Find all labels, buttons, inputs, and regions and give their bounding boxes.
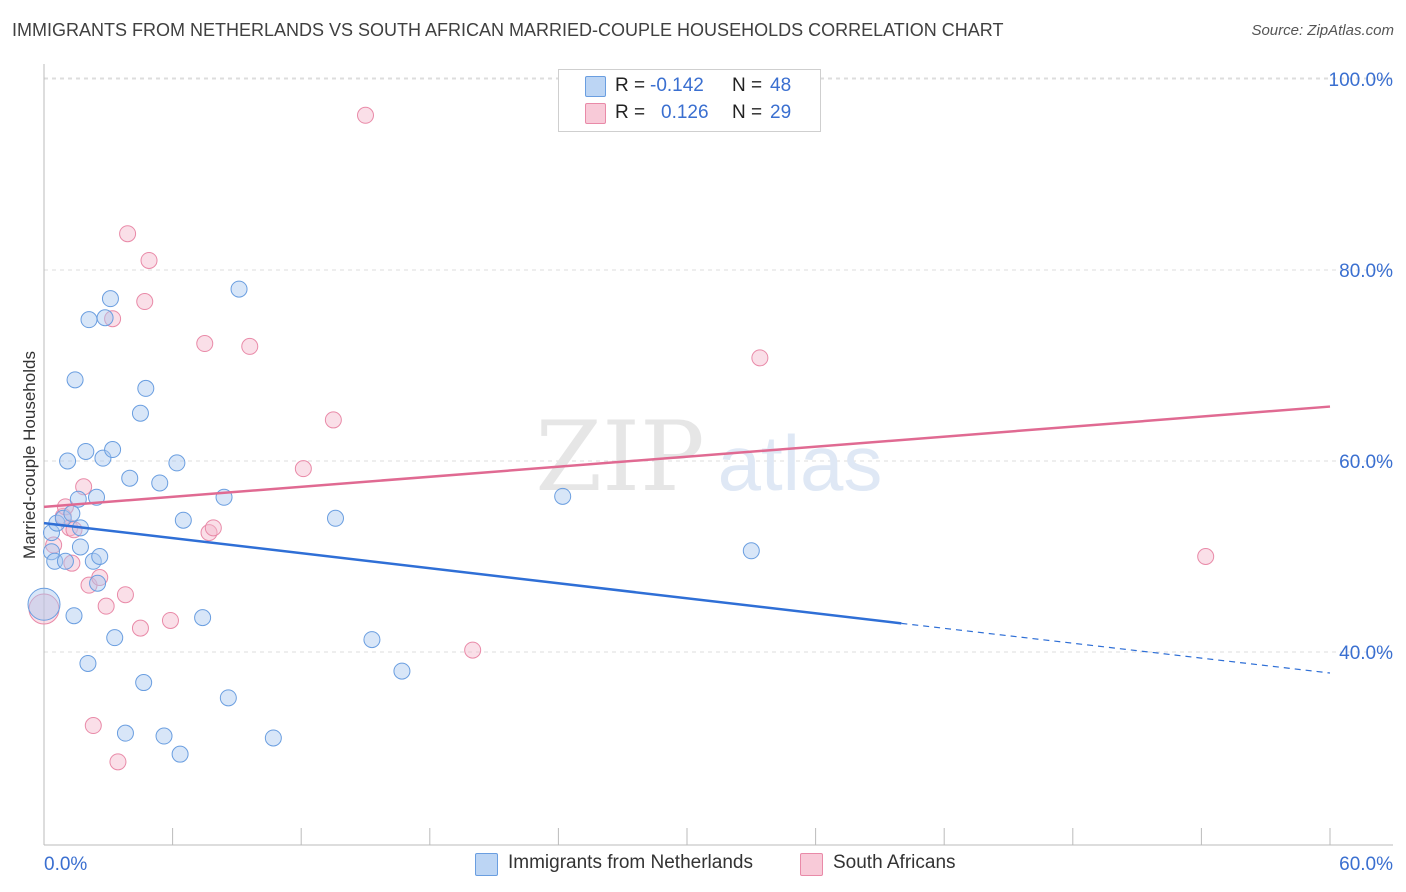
source-label: Source: ZipAtlas.com [1251, 22, 1394, 39]
data-point-south-africans [161, 611, 179, 629]
x-tick-label: 0.0% [44, 854, 87, 875]
data-point-south-africans [464, 641, 482, 659]
trend-line-south-africans [43, 405, 1331, 509]
data-point-south-africans [751, 349, 769, 367]
data-point-south-africans [241, 337, 259, 355]
netherlands-points [27, 280, 760, 763]
south-africans-points [28, 106, 1215, 771]
data-point-netherlands [77, 442, 95, 460]
data-point-netherlands [168, 454, 186, 472]
legend-n-label: N = [732, 75, 763, 96]
data-point-netherlands [65, 607, 83, 625]
data-point-south-africans [84, 717, 102, 735]
data-point-netherlands [66, 371, 84, 389]
data-point-netherlands [219, 689, 237, 707]
data-point-south-africans [63, 554, 81, 572]
data-point-south-africans [97, 597, 115, 615]
y-tick-label: 100.0% [1329, 70, 1394, 91]
data-point-netherlands [59, 452, 77, 470]
watermark: ZIP atlas [535, 401, 882, 513]
data-point-netherlands [79, 654, 97, 672]
data-point-netherlands [106, 629, 124, 647]
data-point-netherlands [155, 727, 173, 745]
data-point-netherlands [89, 574, 107, 592]
data-point-netherlands [101, 290, 119, 308]
legend-swatch-south-africans [585, 103, 606, 124]
trend-lines [43, 405, 1331, 674]
data-point-south-africans [109, 753, 127, 771]
data-point-netherlands [194, 609, 212, 627]
legend-r-value: 0.126 [661, 102, 709, 123]
data-point-netherlands [174, 511, 192, 529]
x-tick-label: 60.0% [1339, 854, 1393, 875]
trend-line-netherlands-extension [901, 622, 1331, 674]
data-point-netherlands [80, 311, 98, 329]
legend-label-netherlands: Immigrants from Netherlands [508, 852, 753, 873]
watermark-atlas: atlas [718, 419, 883, 507]
data-point-netherlands [56, 552, 74, 570]
data-point-netherlands [326, 509, 344, 527]
legend-n-value: 29 [770, 102, 792, 123]
data-point-netherlands [96, 309, 114, 327]
data-point-netherlands [63, 505, 81, 523]
data-point-netherlands [742, 542, 760, 560]
data-point-netherlands [91, 548, 109, 565]
tick-labels: 40.0% 60.0% 80.0% 100.0% 0.0% 60.0% [44, 70, 1393, 875]
data-point-netherlands [27, 587, 61, 621]
data-point-netherlands [135, 674, 153, 692]
data-point-netherlands [116, 724, 134, 742]
data-point-south-africans [357, 106, 374, 124]
data-point-netherlands [94, 449, 112, 467]
legend-r-value: -0.142 [650, 75, 704, 96]
correlation-legend: R = -0.142 N = 48 R = 0.126 N = 29 [558, 69, 821, 132]
data-point-south-africans [1197, 548, 1215, 565]
data-point-netherlands [71, 538, 89, 556]
legend-label-south-africans: South Africans [833, 852, 956, 873]
data-point-netherlands [131, 404, 149, 422]
axis-layer [43, 64, 1393, 846]
data-point-south-africans [75, 478, 93, 496]
data-point-south-africans [119, 225, 137, 243]
data-point-netherlands [363, 631, 381, 649]
y-tick-label: 80.0% [1339, 261, 1393, 282]
data-point-south-africans [140, 251, 158, 269]
legend-r-label: R = [615, 102, 646, 123]
chart-title: IMMIGRANTS FROM NETHERLANDS VS SOUTH AFR… [12, 20, 1004, 40]
legend-n-value: 48 [770, 75, 792, 96]
legend-r-label: R = [615, 75, 646, 96]
data-point-netherlands [264, 729, 282, 747]
data-point-south-africans [116, 586, 134, 604]
data-point-south-africans [294, 460, 312, 478]
data-point-netherlands [104, 441, 122, 459]
legend-swatch-south-africans [800, 853, 823, 876]
data-point-south-africans [196, 335, 214, 353]
legend-n-label: N = [732, 102, 763, 123]
data-point-netherlands [171, 745, 189, 763]
data-point-netherlands [137, 379, 155, 397]
data-point-netherlands [230, 280, 248, 298]
trend-line-netherlands [43, 521, 902, 625]
data-point-netherlands [43, 543, 61, 561]
y-tick-label: 60.0% [1339, 452, 1393, 473]
legend-swatch-netherlands [585, 76, 606, 97]
data-point-south-africans [136, 293, 154, 311]
data-point-netherlands [393, 662, 411, 680]
data-point-south-africans [324, 411, 342, 429]
data-point-netherlands [151, 474, 169, 492]
data-point-netherlands [121, 469, 139, 487]
data-point-south-africans [131, 619, 149, 637]
legend-swatch-netherlands [475, 853, 498, 876]
data-point-netherlands [554, 487, 572, 505]
y-tick-label: 40.0% [1339, 643, 1393, 664]
data-point-south-africans [204, 519, 222, 537]
grid-layer [44, 77, 1393, 653]
